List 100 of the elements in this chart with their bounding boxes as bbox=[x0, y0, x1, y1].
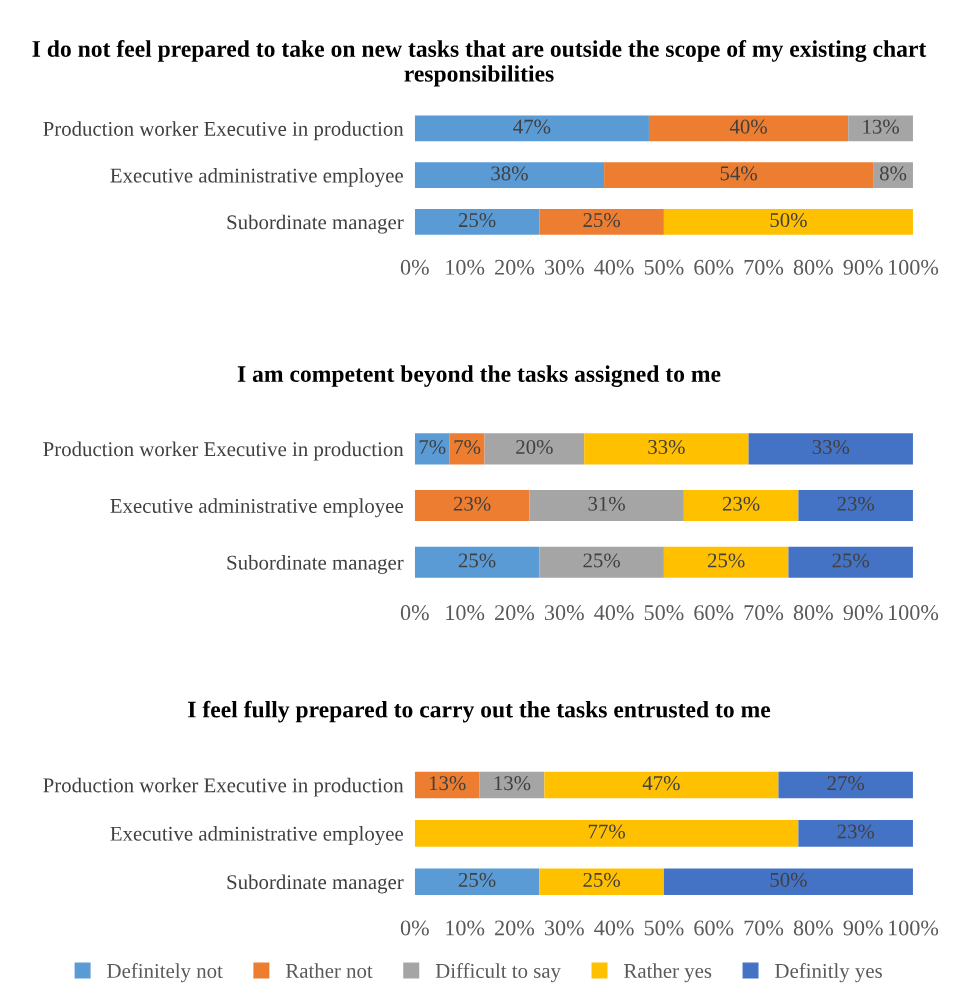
bar bbox=[414, 868, 540, 896]
bar bbox=[414, 771, 480, 799]
data-label: 7% bbox=[419, 439, 446, 455]
x-tick-label: 80% bbox=[793, 259, 833, 275]
x-tick-label: 50% bbox=[644, 605, 684, 621]
x-tick-label: 20% bbox=[495, 259, 535, 275]
x-tick-label: 80% bbox=[793, 605, 833, 621]
data-label: 27% bbox=[827, 776, 865, 791]
x-tick-label: 80% bbox=[793, 920, 833, 936]
data-label: 25% bbox=[583, 213, 621, 228]
y-tick-label: Executive administrative employee bbox=[110, 167, 403, 187]
bar bbox=[529, 489, 684, 522]
y-tick-label: Subordinate manager bbox=[227, 555, 404, 574]
data-label: 20% bbox=[516, 439, 553, 455]
data-label: 54% bbox=[720, 166, 757, 181]
data-label: 47% bbox=[642, 776, 680, 791]
x-tick-label: 60% bbox=[694, 605, 734, 621]
bar bbox=[544, 771, 779, 799]
data-label: 13% bbox=[429, 776, 466, 791]
x-tick-label: 60% bbox=[694, 259, 734, 275]
bar bbox=[414, 489, 530, 522]
data-label: 47% bbox=[513, 119, 551, 134]
legend-label: Rather yes bbox=[624, 963, 712, 983]
bar bbox=[414, 115, 649, 142]
data-label: 50% bbox=[770, 213, 807, 228]
x-tick-label: 60% bbox=[694, 920, 734, 936]
bar bbox=[414, 546, 540, 578]
bar bbox=[663, 546, 789, 578]
data-label: 25% bbox=[458, 213, 496, 228]
y-tick-label: Subordinate manager bbox=[227, 214, 404, 234]
chart-title: I feel fully prepared to carry out the tasks entrusted to me bbox=[188, 700, 771, 723]
legend-label: Difficult to say bbox=[435, 963, 561, 983]
y-tick-label: Production worker Executive in production bbox=[43, 777, 404, 797]
bar bbox=[683, 489, 799, 522]
bar bbox=[539, 209, 664, 235]
y-tick-label: Subordinate manager bbox=[227, 874, 404, 894]
data-label: 25% bbox=[458, 872, 496, 887]
chart-title: I do not feel prepared to take on new tasks that are outside the scope of my existing chart responsibilities bbox=[32, 40, 927, 87]
data-label: 77% bbox=[588, 824, 625, 839]
x-tick-label: 70% bbox=[744, 920, 784, 936]
y-tick-label: Production worker Executive in production bbox=[43, 441, 404, 461]
x-tick-label: 30% bbox=[544, 259, 584, 275]
x-tick-label: 10% bbox=[446, 920, 485, 936]
x-tick-label: 50% bbox=[644, 920, 684, 936]
data-label: 40% bbox=[729, 119, 767, 134]
x-tick-label: 30% bbox=[544, 605, 584, 621]
x-tick-label: 100% bbox=[889, 259, 939, 275]
y-tick-label: Production worker Executive in production bbox=[43, 121, 404, 141]
bar bbox=[414, 433, 450, 465]
x-tick-label: 30% bbox=[544, 920, 584, 936]
x-tick-label: 40% bbox=[594, 259, 634, 275]
x-tick-label: 20% bbox=[495, 920, 535, 936]
data-label: 8% bbox=[879, 166, 907, 181]
data-label: 25% bbox=[458, 553, 496, 568]
data-label: 38% bbox=[491, 166, 528, 181]
x-tick-label: 40% bbox=[594, 605, 634, 621]
y-tick-label: Executive administrative employee bbox=[110, 826, 403, 846]
x-tick-label: 50% bbox=[644, 259, 684, 275]
x-tick-label: 0% bbox=[400, 259, 429, 275]
bar bbox=[604, 162, 874, 189]
data-label: 25% bbox=[707, 553, 745, 568]
data-label: 25% bbox=[583, 872, 621, 887]
bar bbox=[539, 868, 664, 896]
legend-label: Definitely not bbox=[107, 963, 223, 983]
bar bbox=[748, 433, 913, 465]
x-tick-label: 100% bbox=[889, 605, 939, 621]
bar bbox=[663, 209, 913, 235]
data-label: 25% bbox=[832, 553, 870, 568]
x-tick-label: 40% bbox=[594, 920, 634, 936]
bar bbox=[798, 820, 913, 847]
x-tick-label: 10% bbox=[446, 605, 485, 621]
data-label: 33% bbox=[812, 439, 850, 455]
data-label: 13% bbox=[863, 119, 899, 134]
bar bbox=[798, 489, 913, 522]
bar bbox=[778, 771, 913, 799]
data-label: 50% bbox=[770, 872, 807, 887]
legend-label: Rather not bbox=[285, 963, 373, 978]
x-tick-label: 90% bbox=[843, 920, 883, 936]
data-label: 23% bbox=[453, 496, 491, 511]
data-label: 23% bbox=[722, 496, 760, 511]
data-label: 25% bbox=[583, 553, 621, 568]
data-label: 23% bbox=[837, 496, 875, 511]
data-label: 7% bbox=[454, 439, 481, 455]
bar bbox=[414, 162, 605, 189]
legend-label: Definitly yes bbox=[775, 963, 882, 983]
x-tick-label: 70% bbox=[744, 605, 784, 621]
bar bbox=[484, 433, 585, 465]
x-tick-label: 20% bbox=[495, 605, 535, 621]
bar bbox=[788, 546, 913, 578]
x-tick-label: 90% bbox=[843, 259, 883, 275]
x-tick-label: 70% bbox=[744, 259, 784, 275]
y-tick-label: Executive administrative employee bbox=[110, 498, 403, 518]
x-tick-label: 0% bbox=[400, 920, 429, 936]
x-tick-label: 10% bbox=[446, 259, 485, 275]
bar bbox=[648, 115, 849, 142]
data-label: 31% bbox=[588, 496, 625, 511]
data-label: 13% bbox=[494, 776, 531, 791]
bar bbox=[584, 433, 749, 465]
bar bbox=[414, 820, 799, 847]
x-tick-label: 90% bbox=[843, 605, 883, 621]
